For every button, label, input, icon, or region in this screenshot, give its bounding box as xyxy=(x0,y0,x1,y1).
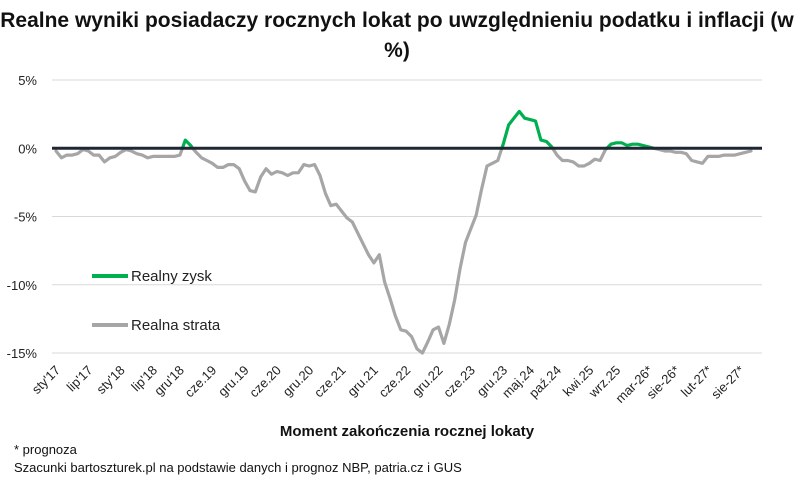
y-tick-label: 0% xyxy=(18,141,37,156)
x-tick-label: cze.20 xyxy=(246,363,284,401)
series-line-loss xyxy=(191,146,504,355)
x-tick-label: sty'18 xyxy=(93,363,127,397)
y-tick-label: -15% xyxy=(7,346,38,361)
x-tick-label: gru.20 xyxy=(280,363,317,400)
x-tick-label: gru.21 xyxy=(344,363,381,400)
footnote: * prognoza xyxy=(14,442,77,457)
y-tick-label: 5% xyxy=(18,73,37,88)
y-tick-label: -5% xyxy=(14,210,38,225)
y-axis-ticks: 5% 0% -5% -10% -15% xyxy=(7,73,38,361)
series-line-loss xyxy=(551,146,609,168)
series-lines xyxy=(52,109,762,355)
y-tick-label: -10% xyxy=(7,278,38,293)
x-tick-label: sie-27* xyxy=(708,363,747,402)
chart-title: Realne wyniki posiadaczy rocznych lokat … xyxy=(0,9,794,62)
legend-loss-label: Realna strata xyxy=(131,317,221,334)
series-line-gain xyxy=(500,109,555,150)
legend: Realny zysk Realna strata xyxy=(92,268,221,334)
series-line-loss xyxy=(54,146,184,164)
source-note: Szacunki bartoszturek.pl na podstawie da… xyxy=(14,460,462,475)
x-tick-label: cze.21 xyxy=(311,363,349,401)
series-line-gain xyxy=(605,141,656,150)
x-axis-label: Moment zakończenia rocznej lokaty xyxy=(279,423,535,440)
grid-lines xyxy=(52,79,762,354)
x-tick-label: cze.22 xyxy=(376,363,414,401)
x-tick-label: cze.23 xyxy=(440,363,478,401)
x-tick-label: sty'17 xyxy=(29,363,63,397)
x-tick-label: lip'17 xyxy=(64,363,96,395)
x-tick-label: gru.19 xyxy=(215,363,252,400)
legend-gain-label: Realny zysk xyxy=(131,268,212,285)
x-tick-label: lut-27* xyxy=(678,363,715,400)
x-tick-label: gru'18 xyxy=(151,363,187,399)
x-tick-label: cze.19 xyxy=(182,363,220,401)
x-tick-label: gru.22 xyxy=(409,363,446,400)
series-line-loss xyxy=(652,146,753,165)
